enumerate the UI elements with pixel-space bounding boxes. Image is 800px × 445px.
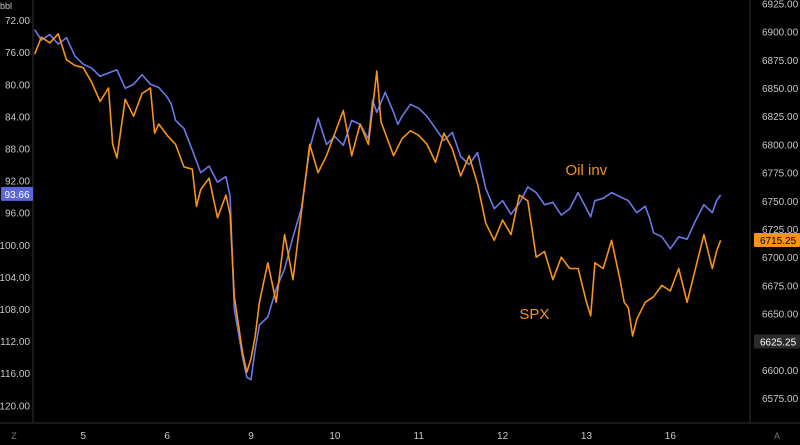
right-tick-label: 6700.00 [762,253,799,264]
right-tick-label: 6775.00 [762,169,799,180]
right-tick-label: 6825.00 [762,112,799,123]
left-tick-label: 88.00 [5,144,30,155]
right-current-value-label: 6715.25 [760,236,797,247]
left-tick-label: 72.00 [5,16,30,27]
time-tick-label: 9 [248,431,254,442]
time-tick-label: 5 [81,431,87,442]
right-tick-label: 6750.00 [762,197,799,208]
time-tick-label: 11 [414,431,425,442]
annotation-spx: SPX [519,306,549,323]
left-axis-unit-label: bbl [0,1,12,11]
corner-label-left[interactable]: Z [11,431,17,441]
plot-area[interactable] [33,29,722,381]
left-current-value-label: 93.66 [4,190,29,201]
right-axis[interactable]: 6925.00 6900.00 6875.00 6850.00 6825.00 6800.… [749,0,800,423]
time-tick-label: 16 [665,431,677,442]
right-tick-label: 6575.00 [762,394,799,405]
right-current-value-badge [754,232,800,247]
left-tick-label: 96.00 [5,209,30,220]
right-tick-label: 6875.00 [762,56,799,67]
left-tick-label: 104.00 [0,273,30,284]
right-tick-label: 6800.00 [762,140,799,151]
right-tick-label: 6675.00 [762,281,799,292]
left-tick-label: 112.00 [0,337,30,348]
series-line-spx[interactable] [33,33,722,373]
right-tick-label: 6650.00 [762,310,799,321]
time-tick-label: 12 [497,431,509,442]
right-marker-value-badge [754,334,800,349]
right-tick-label: 6925.00 [762,0,799,10]
left-tick-label: 100.00 [0,241,30,252]
right-tick-label: 6900.00 [762,28,799,39]
time-axis[interactable]: 5 6 9 10 11 12 13 16 Z A [0,422,800,442]
right-marker-value-label: 6625.25 [760,338,797,349]
left-tick-label: 80.00 [5,80,30,91]
annotations: Oil inv SPX [519,162,607,323]
right-tick-label: 6850.00 [762,84,799,95]
left-axis[interactable]: bbl 72.00 76.00 80.00 84.00 88.00 92.00 96.00 10… [0,0,34,423]
left-tick-label: 76.00 [5,48,30,59]
right-tick-label: 6725.00 [762,225,799,236]
left-current-value-badge [1,186,33,201]
time-tick-label: 6 [164,431,170,442]
left-tick-label: 84.00 [5,112,30,123]
corner-label-right[interactable]: A [774,431,780,441]
annotation-oil-inv: Oil inv [566,162,608,179]
left-tick-label: 120.00 [0,401,30,412]
right-tick-label: 6600.00 [762,366,799,377]
series-line-oil-inv[interactable] [34,29,722,381]
left-tick-label: 108.00 [0,305,30,316]
left-tick-label: 116.00 [0,369,30,380]
time-tick-label: 13 [581,431,593,442]
time-tick-label: 10 [329,431,341,442]
left-tick-label: 92.00 [5,177,30,188]
